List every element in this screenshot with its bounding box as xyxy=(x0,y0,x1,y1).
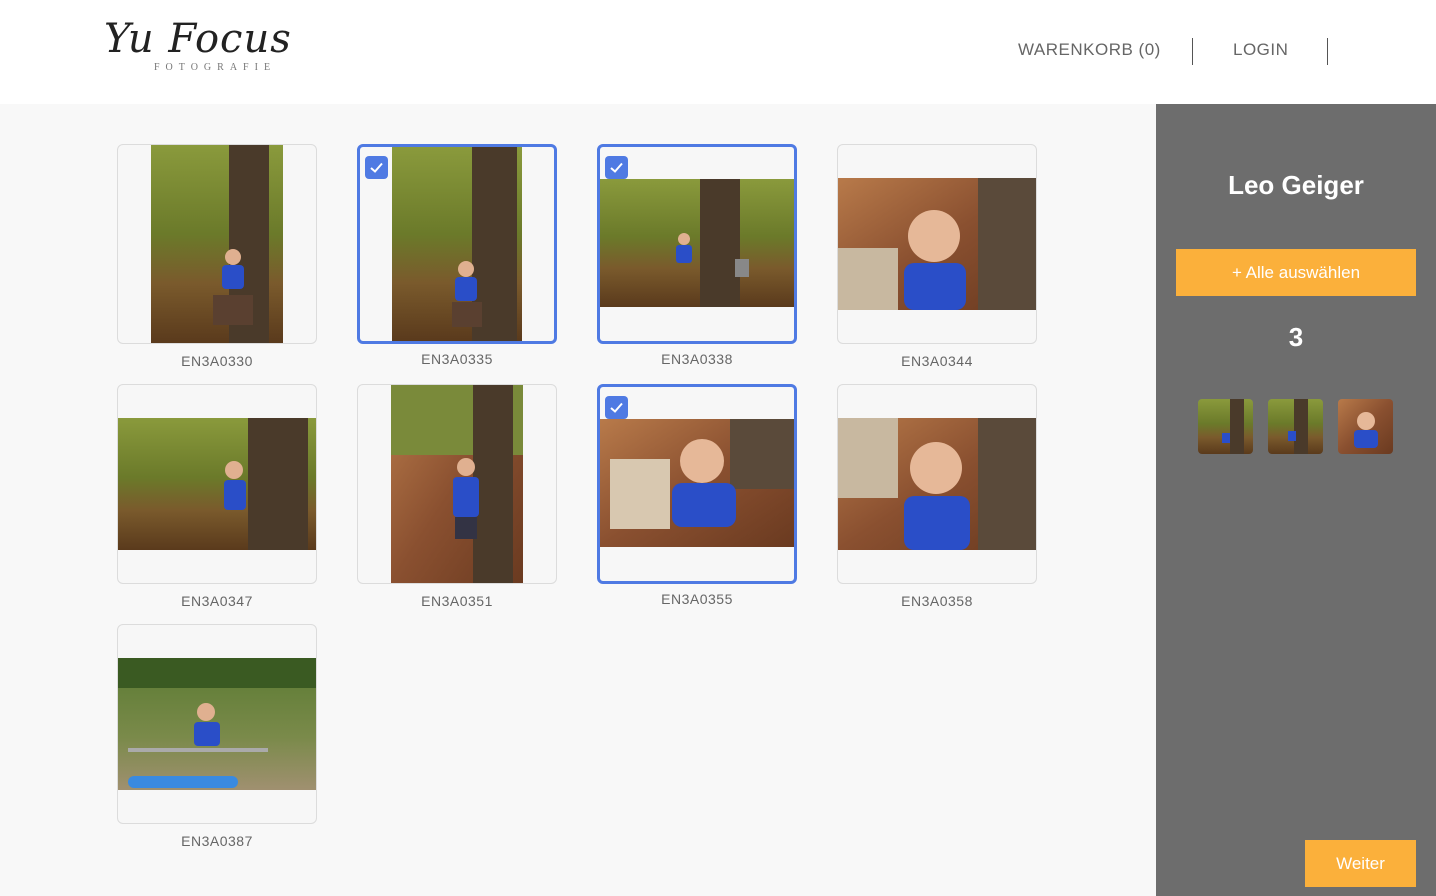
brand-logo[interactable]: Yu Focus FOTOGRAFIE xyxy=(104,16,314,76)
nav-divider xyxy=(1327,38,1328,65)
selected-thumbnail[interactable] xyxy=(1198,399,1253,454)
thumbnail-image xyxy=(1268,399,1323,454)
photo-label: EN3A0387 xyxy=(181,833,253,849)
selected-thumbnail[interactable] xyxy=(1338,399,1393,454)
photo-thumbnail xyxy=(391,385,523,583)
photo-card[interactable] xyxy=(837,144,1037,344)
select-all-button[interactable]: + Alle auswählen xyxy=(1176,249,1416,296)
selected-checkbox[interactable] xyxy=(365,156,388,179)
logo-script-text: Yu Focus xyxy=(104,16,292,62)
photo-card[interactable] xyxy=(117,384,317,584)
photo-label: EN3A0347 xyxy=(181,593,253,609)
photo-thumbnail xyxy=(151,145,283,343)
photo-thumbnail xyxy=(118,658,316,790)
photo-thumbnail xyxy=(838,418,1036,550)
photo-card[interactable] xyxy=(117,144,317,344)
photo-card[interactable] xyxy=(117,624,317,824)
photo-card[interactable] xyxy=(837,384,1037,584)
photo-card[interactable] xyxy=(597,384,797,584)
photo-gallery: EN3A0330 EN3A0335 EN3A0338 xyxy=(0,104,1156,896)
photo-label: EN3A0351 xyxy=(421,593,493,609)
thumbnail-image xyxy=(1338,399,1393,454)
login-link[interactable]: LOGIN xyxy=(1233,40,1289,59)
photo-label: EN3A0358 xyxy=(901,593,973,609)
checkmark-icon xyxy=(610,162,623,173)
photo-label: EN3A0338 xyxy=(661,351,733,367)
selection-sidebar: Leo Geiger + Alle auswählen 3 Weiter xyxy=(1156,104,1436,896)
photo-card[interactable] xyxy=(357,144,557,344)
photo-card[interactable] xyxy=(597,144,797,344)
photo-card[interactable] xyxy=(357,384,557,584)
nav-divider xyxy=(1192,38,1193,65)
next-button[interactable]: Weiter xyxy=(1305,840,1416,887)
cart-link[interactable]: WARENKORB (0) xyxy=(1018,40,1161,59)
checkmark-icon xyxy=(370,162,383,173)
photo-thumbnail xyxy=(392,147,522,341)
photo-label: EN3A0344 xyxy=(901,353,973,369)
photo-thumbnail xyxy=(118,418,316,550)
photo-thumbnail xyxy=(600,179,794,307)
site-header: Yu Focus FOTOGRAFIE WARENKORB (0) LOGIN xyxy=(0,0,1436,104)
selected-count: 3 xyxy=(1288,322,1304,352)
selected-checkbox[interactable] xyxy=(605,396,628,419)
photo-label: EN3A0355 xyxy=(661,591,733,607)
photo-label: EN3A0330 xyxy=(181,353,253,369)
gallery-owner-name: Leo Geiger xyxy=(1228,170,1364,200)
thumbnail-image xyxy=(1198,399,1253,454)
selected-thumbnail[interactable] xyxy=(1268,399,1323,454)
photo-label: EN3A0335 xyxy=(421,351,493,367)
photo-thumbnail xyxy=(600,419,794,547)
logo-subtitle: FOTOGRAFIE xyxy=(154,62,277,73)
selected-checkbox[interactable] xyxy=(605,156,628,179)
checkmark-icon xyxy=(610,402,623,413)
photo-thumbnail xyxy=(838,178,1036,310)
